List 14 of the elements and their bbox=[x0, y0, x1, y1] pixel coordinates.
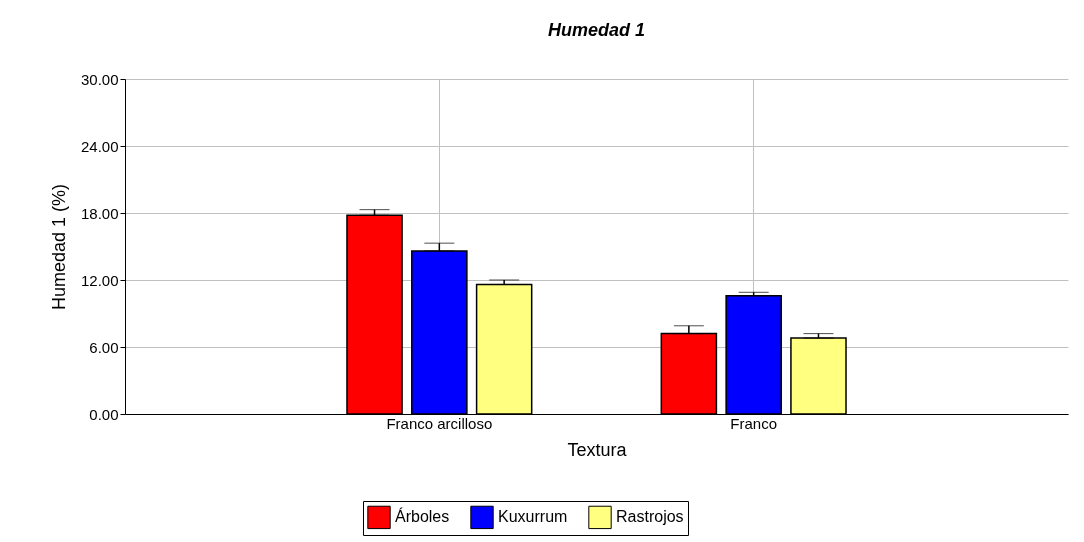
y-tick-label: 0.00 bbox=[89, 405, 119, 423]
legend-label: Rastrojos bbox=[616, 508, 684, 526]
x-axis-title: Textura bbox=[567, 439, 628, 460]
y-tick-label: 12.00 bbox=[80, 271, 119, 289]
chart-title: Humedad 1 bbox=[547, 20, 646, 40]
x-tick-label: Franco arcilloso bbox=[386, 414, 493, 432]
legend-label: Árboles bbox=[395, 507, 450, 526]
y-tick-label: 30.00 bbox=[80, 70, 119, 88]
y-tick-label: 18.00 bbox=[80, 204, 119, 222]
x-tick-label: Franco bbox=[730, 414, 778, 432]
y-axis-title: Humedad 1 (%) bbox=[48, 183, 69, 311]
y-tick-label: 6.00 bbox=[89, 338, 119, 356]
y-tick-label: 24.00 bbox=[80, 137, 119, 155]
legend-label: Kuxurrum bbox=[498, 508, 568, 526]
